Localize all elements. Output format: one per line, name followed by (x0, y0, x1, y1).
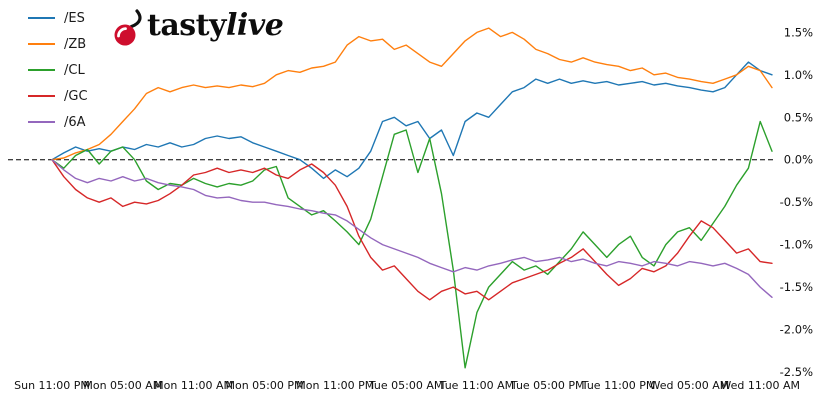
y-tick-label: 0.0% (784, 153, 813, 167)
series-line-gc (51, 158, 773, 301)
legend-item-es: /ES (28, 5, 88, 31)
x-tick-label: Wed 05:00 AM (650, 379, 730, 392)
y-tick-label: -2.0% (780, 323, 813, 337)
legend-item-zb: /ZB (28, 31, 88, 57)
x-tick-label: Mon 11:00 AM (154, 379, 233, 392)
logo-text-live: live (225, 8, 284, 43)
y-tick-label: 1.0% (784, 68, 813, 82)
y-tick-label: 0.5% (784, 110, 813, 124)
logo-wordmark: tastylive (147, 7, 284, 45)
x-tick-label: Mon 11:00 PM (296, 379, 374, 392)
legend-label-es: /ES (64, 10, 85, 26)
x-tick-label: Mon 05:00 AM (83, 379, 162, 392)
cherry-icon (114, 9, 142, 46)
legend-label-zb: /ZB (64, 36, 87, 52)
x-tick-label: Tue 11:00 PM (581, 379, 656, 392)
legend-item-6a: /6A (28, 109, 88, 135)
es-line-swatch (28, 17, 55, 19)
y-tick-label: 1.5% (784, 25, 813, 39)
legend-label-cl: /CL (64, 62, 85, 78)
x-tick-label: Mon 05:00 PM (225, 379, 303, 392)
cl-line-swatch (28, 69, 55, 71)
y-tick-label: -0.5% (780, 195, 813, 209)
legend-item-gc: /GC (28, 83, 88, 109)
gc-line-swatch (28, 95, 55, 97)
x-tick-label: Sun 11:00 PM (14, 379, 90, 392)
x-tick-label: Tue 11:00 AM (439, 379, 515, 392)
chart-legend: /ES /ZB /CL /GC /6A (28, 5, 88, 135)
x-tick-label: Tue 05:00 PM (510, 379, 585, 392)
6a-line-swatch (28, 121, 55, 123)
legend-label-6a: /6A (64, 114, 86, 130)
series-line-cl (51, 120, 773, 369)
y-tick-label: -1.0% (780, 238, 813, 252)
logo-text-tasty: tasty (147, 8, 226, 43)
y-tick-label: -2.5% (780, 365, 813, 379)
legend-label-gc: /GC (64, 88, 88, 104)
tastylive-logo: tastylive (111, 7, 284, 47)
zb-line-swatch (28, 43, 55, 45)
series-line-zb (51, 27, 773, 161)
x-tick-label: Wed 11:00 AM (720, 379, 800, 392)
legend-item-cl: /CL (28, 57, 88, 83)
y-tick-label: -1.5% (780, 280, 813, 294)
series-line-es (51, 61, 773, 180)
x-tick-label: Tue 05:00 AM (368, 379, 444, 392)
series-line-6a (51, 158, 773, 298)
